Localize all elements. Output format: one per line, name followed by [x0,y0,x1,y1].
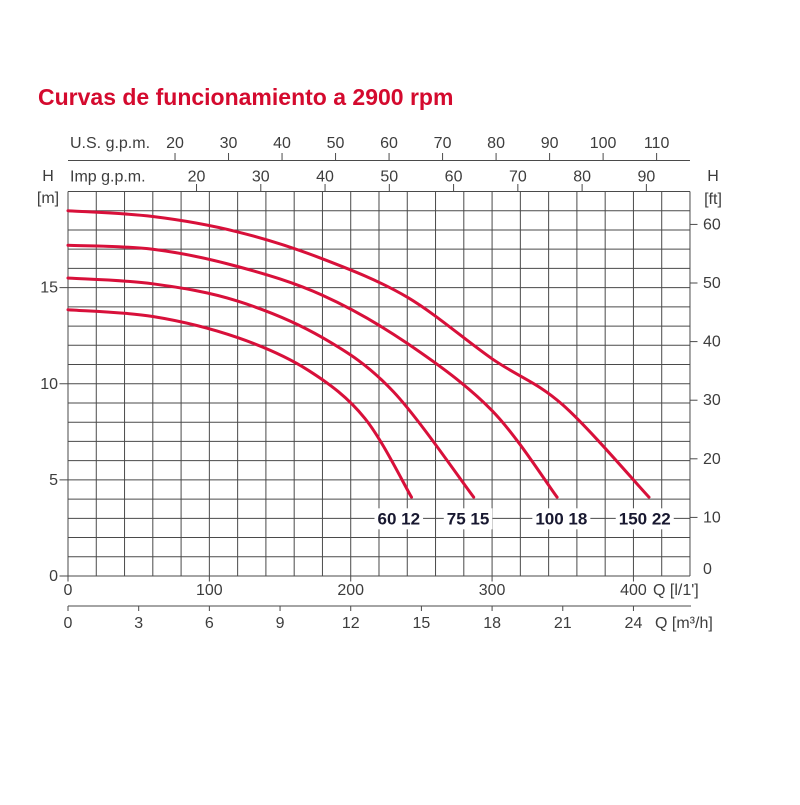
tick-label: 100 [590,135,617,152]
curves [66,209,651,499]
q-m3h-axis: 0 3 6 9 12 15 18 21 24 Q [m³/h] [64,605,713,632]
tick-label: 20 [188,169,206,186]
tick-label: 50 [703,275,721,292]
tick-label: 90 [637,169,655,186]
tick-label: 60 [380,135,398,152]
tick-label: 18 [483,615,501,632]
page-title: Curvas de funcionamiento a 2900 rpm [38,84,454,110]
tick-label: 30 [220,135,238,152]
tick-label: 70 [434,135,452,152]
tick-label: 20 [166,135,184,152]
h-ft-axis-unit: [ft] [704,191,722,208]
curve-label-backing [532,508,591,530]
q-lmin-axis-title: Q [l/1'] [653,582,699,599]
tick-label: 60 [703,216,721,233]
h-m-axis: H [m] 0 5 10 15 [37,168,68,585]
tick-label: 40 [316,169,334,186]
tick-label: 15 [413,615,431,632]
tick-label: 50 [380,169,398,186]
tick-label: 12 [342,615,360,632]
tick-label: 10 [40,376,58,393]
tick-label: 40 [703,334,721,351]
tick-label: 80 [487,135,505,152]
curve-150-22 [66,209,651,499]
h-ft-axis-title: H [707,168,719,185]
curve-label-backing [443,508,493,530]
tick-label: 0 [49,568,58,585]
tick-label: 9 [276,615,285,632]
imp-gpm-axis: Imp g.p.m. 20 30 40 50 60 70 80 90 [70,169,655,192]
imp-gpm-axis-title: Imp g.p.m. [70,169,146,186]
grid [67,191,691,577]
tick-label: 0 [703,561,712,578]
tick-label: 6 [205,615,214,632]
tick-label: 30 [703,392,721,409]
curve-label-150-22: 150 22 [619,509,671,528]
curve-label-backing [374,508,424,530]
tick-label: 20 [703,451,721,468]
tick-label: 24 [625,615,643,632]
curve-100-18 [66,243,559,499]
tick-label: 50 [327,135,345,152]
curve-60-12 [66,308,413,499]
curve-label-75-15: 75 15 [447,509,490,528]
us-gpm-axis-title: U.S. g.p.m. [70,135,150,152]
h-m-axis-title: H [42,168,54,185]
tick-label: 70 [509,169,527,186]
tick-label: 15 [40,280,58,297]
tick-label: 0 [64,582,73,599]
us-gpm-axis: U.S. g.p.m. 20 30 40 50 60 70 80 90 100 110 [68,135,690,161]
h-m-axis-unit: [m] [37,190,59,207]
tick-label: 400 [620,582,647,599]
tick-label: 3 [134,615,143,632]
tick-label: 110 [644,135,670,152]
tick-label: 40 [273,135,291,152]
tick-label: 10 [703,509,721,526]
tick-label: 21 [554,615,572,632]
tick-label: 5 [49,472,58,489]
tick-label: 300 [479,582,506,599]
tick-label: 200 [337,582,364,599]
curve-label-100-18: 100 18 [535,509,587,528]
curve-75-15 [66,276,476,499]
tick-label: 90 [541,135,559,152]
tick-label: 100 [196,582,223,599]
curve-labels: 60 12 75 15 100 18 150 22 [374,508,674,530]
q-m3h-axis-title: Q [m³/h] [655,615,713,632]
tick-label: 80 [573,169,591,186]
curve-label-60-12: 60 12 [378,509,421,528]
h-ft-axis: H [ft] 0 10 20 30 40 50 60 [689,168,722,578]
curve-label-backing [615,508,674,530]
q-lmin-axis: 0 100 200 300 400 Q [l/1'] [64,576,699,599]
tick-label: 30 [252,169,270,186]
tick-label: 60 [445,169,463,186]
tick-label: 0 [64,615,73,632]
